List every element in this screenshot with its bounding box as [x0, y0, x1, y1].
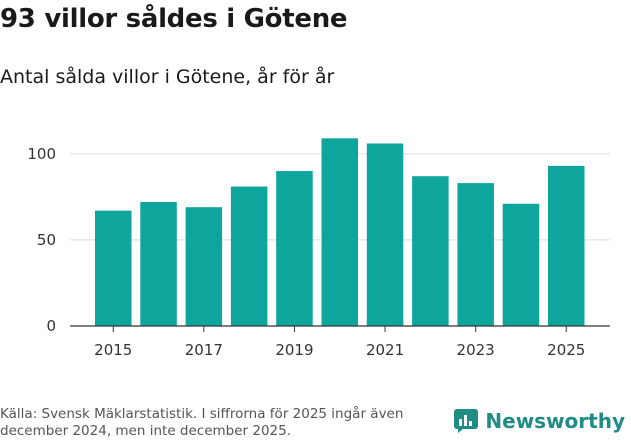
- brand-logo: Newsworthy: [453, 408, 625, 434]
- bar-2016: [140, 202, 177, 326]
- axes: 0 50 100 2015 2017 2019 2021 2023 2025: [27, 145, 610, 359]
- bar-2018: [230, 186, 268, 326]
- x-tick-label: 2025: [547, 341, 585, 359]
- bars: [95, 138, 585, 326]
- x-tick-label: 2023: [457, 341, 495, 359]
- bar-2023: [457, 183, 494, 326]
- bar-2022: [412, 176, 449, 326]
- source-note: Källa: Svensk Mäklarstatistik. I siffror…: [0, 406, 404, 439]
- brand-name: Newsworthy: [485, 409, 625, 433]
- x-tick-label: 2017: [185, 341, 223, 359]
- bar-2017: [185, 207, 223, 326]
- bar-2024: [502, 203, 540, 326]
- x-tick-label: 2019: [275, 341, 313, 359]
- y-tick-label: 50: [37, 231, 56, 249]
- y-tick-label: 100: [27, 145, 56, 163]
- bar-2019: [276, 171, 313, 326]
- x-tick-label: 2015: [94, 341, 132, 359]
- x-tick-label: 2021: [366, 341, 404, 359]
- bar-2025: [548, 165, 585, 326]
- bar-2015: [95, 210, 132, 326]
- chart-subtitle: Antal sålda villor i Götene, år för år: [0, 66, 335, 88]
- bar-2021: [366, 143, 404, 326]
- newsworthy-logo-icon: [454, 409, 479, 433]
- y-tick-label: 0: [46, 317, 56, 335]
- chart-title: 93 villor såldes i Götene: [0, 4, 348, 34]
- bar-2020: [321, 138, 358, 326]
